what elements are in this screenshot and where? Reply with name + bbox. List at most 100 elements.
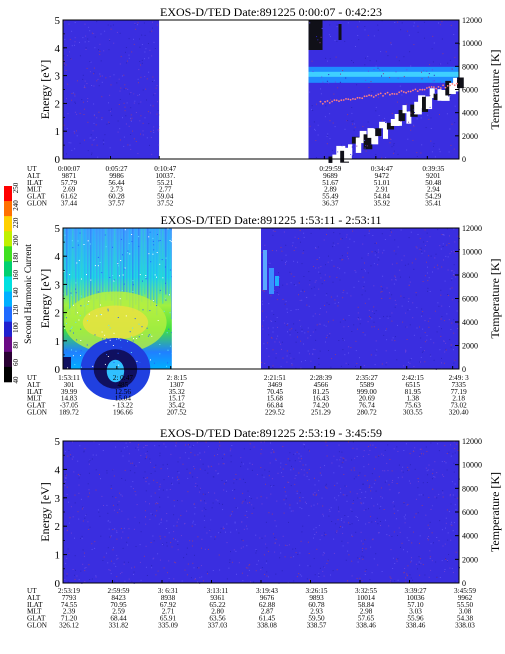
- noise-dot: [432, 469, 434, 471]
- data-block-structured: [308, 20, 464, 165]
- noise-dot: [152, 76, 154, 78]
- noise-dot: [277, 335, 279, 337]
- noise-dot: [369, 60, 371, 62]
- noise-dot: [415, 563, 417, 565]
- noise-dot: [325, 534, 327, 536]
- noise-dot: [381, 288, 383, 290]
- temperature-point: [333, 99, 336, 101]
- noise-dot: [413, 366, 415, 367]
- noise-dot: [381, 571, 383, 572]
- noise-dot: [284, 491, 286, 493]
- noise-dot: [273, 314, 275, 315]
- noise-dot: [65, 563, 67, 565]
- noise-dot: [423, 453, 425, 455]
- noise-dot: [386, 315, 388, 317]
- noise-dot: [397, 21, 399, 23]
- noise-dot: [333, 93, 335, 95]
- noise-dot: [297, 238, 299, 239]
- y-tick-label: 2: [55, 308, 61, 320]
- noise-dot: [274, 551, 276, 553]
- noise-dot: [71, 99, 73, 101]
- noise-dot: [68, 501, 69, 503]
- temperature-point: [382, 95, 384, 97]
- noise-dot: [396, 101, 398, 103]
- noise-dot: [420, 152, 422, 154]
- noise-dot: [135, 112, 137, 113]
- noise-dot: [314, 492, 316, 493]
- noise-dot: [145, 275, 147, 276]
- noise-dot: [219, 569, 221, 571]
- noise-dot: [449, 95, 451, 96]
- noise-dot: [149, 518, 151, 520]
- noise-dot: [177, 476, 178, 478]
- noise-dot: [343, 459, 345, 461]
- noise-dot: [134, 100, 136, 102]
- noise-dot: [410, 65, 412, 67]
- noise-dot: [405, 577, 406, 579]
- noise-dot: [156, 482, 158, 484]
- noise-dot: [421, 71, 422, 73]
- noise-dot: [387, 317, 389, 319]
- noise-dot: [149, 49, 151, 51]
- noise-dot: [406, 551, 408, 553]
- noise-dot: [407, 565, 409, 567]
- noise-dot: [87, 150, 89, 152]
- noise-dot: [83, 244, 85, 245]
- noise-dot: [445, 558, 447, 560]
- noise-dot: [119, 90, 121, 92]
- noise-dot: [145, 457, 147, 459]
- noise-dot: [389, 77, 391, 79]
- noise-dot: [309, 450, 310, 452]
- noise-dot: [442, 474, 443, 476]
- noise-dot: [375, 521, 376, 522]
- noise-dot: [408, 237, 410, 239]
- noise-dot: [283, 231, 285, 233]
- noise-dot: [76, 575, 78, 577]
- noise-dot: [371, 251, 373, 253]
- noise-dot: [403, 255, 405, 257]
- noise-dot: [218, 532, 220, 534]
- noise-dot: [328, 82, 329, 84]
- noise-dot: [285, 300, 287, 302]
- noise-dot: [444, 571, 446, 572]
- noise-dot: [383, 454, 384, 456]
- noise-dot: [438, 450, 440, 452]
- noise-dot: [422, 311, 424, 312]
- noise-dot: [303, 343, 304, 345]
- noise-dot: [91, 32, 93, 34]
- noise-dot: [180, 535, 182, 537]
- noise-dot: [295, 475, 297, 476]
- noise-dot: [293, 284, 295, 285]
- noise-dot: [88, 529, 90, 530]
- table-cell: 54.38: [457, 615, 474, 623]
- noise-dot: [444, 543, 446, 545]
- noise-dot: [120, 339, 122, 341]
- noise-dot: [71, 294, 73, 296]
- y2-tick-label: 10000: [462, 39, 482, 48]
- noise-dot: [425, 514, 427, 516]
- noise-dot: [162, 489, 164, 491]
- noise-dot: [162, 464, 164, 466]
- noise-dot: [303, 236, 305, 238]
- noise-dot: [301, 508, 303, 510]
- noise-dot: [337, 267, 339, 269]
- noise-dot: [339, 279, 341, 281]
- noise-dot: [411, 542, 413, 544]
- temperature-point: [398, 91, 401, 94]
- y-tick-label: 0: [55, 364, 61, 376]
- noise-dot: [344, 515, 346, 516]
- noise-dot: [256, 550, 258, 552]
- table-cell: 2.69: [63, 186, 76, 194]
- noise-dot: [266, 560, 268, 562]
- noise-dot: [152, 558, 154, 560]
- noise-dot: [165, 446, 167, 448]
- noise-dot: [367, 34, 369, 36]
- noise-dot: [280, 366, 282, 368]
- noise-dot: [334, 354, 336, 356]
- noise-dot: [439, 114, 440, 115]
- noise-dot: [446, 561, 448, 563]
- noise-dot: [94, 139, 96, 141]
- spectrogram-streak: [126, 228, 128, 300]
- noise-dot: [131, 567, 133, 569]
- noise-dot: [276, 250, 277, 252]
